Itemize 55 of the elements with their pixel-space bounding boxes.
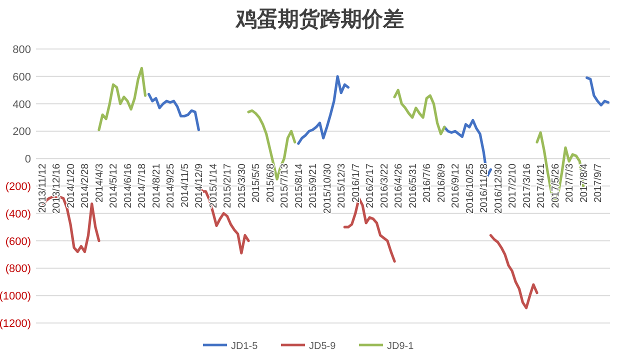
x-tick-label: 2017/7/3 [564,163,576,203]
x-tick-label: 2014/12/9 [194,163,206,208]
x-tick-label: 2014/2/28 [80,163,92,208]
y-tick-label: (600) [5,236,31,248]
x-tick-label: 2013/12/16 [52,163,63,214]
x-tick-label: 2014/11/5 [180,163,191,208]
x-tick-label: 2014/8/21 [151,163,162,208]
x-tick-label: 2015/10/30 [322,163,334,214]
y-tick-label: 400 [12,98,31,111]
x-tick-label: 2016/8/9 [436,163,448,203]
y-tick-label: (1200) [0,318,31,330]
x-tick-label: 2016/9/12 [450,163,462,208]
x-tick-label: 2014/4/3 [94,163,106,203]
chart-title: 鸡蛋期货跨期价差 [235,6,404,31]
x-tick-label: 2016/1/7 [350,163,362,203]
y-tick-label: 0 [24,154,31,166]
x-tick-label: 2016/3/22 [379,163,390,208]
x-tick-label: 2013/11/12 [38,163,48,213]
legend-label: JD1-5 [231,341,258,352]
x-tick-label: 2014/7/18 [137,163,148,208]
y-tick-label: 600 [12,71,31,84]
x-tick-label: 2017/5/26 [550,163,562,208]
legend-label: JD9-1 [387,341,414,352]
x-tick-label: 2016/12/30 [493,163,504,214]
x-tick-label: 2017/3/16 [522,163,533,208]
y-tick-label: (400) [5,208,31,220]
y-tick-label: 200 [12,126,31,138]
x-tick-label: 2014/5/12 [108,163,120,208]
x-tick-label: 2017/9/7 [593,163,604,203]
x-tick-label: 2017/2/10 [508,163,519,208]
x-tick-label: 2015/5/5 [251,163,262,203]
x-tick-label: 2017/4/21 [536,163,548,208]
x-tick-label: 2015/9/21 [308,163,320,208]
x-tick-label: 2016/2/17 [365,163,376,208]
y-tick-label: 800 [12,44,31,56]
x-tick-label: 2015/8/14 [294,163,305,208]
x-tick-label: 2017/8/4 [578,163,590,203]
x-tick-label: 2015/12/3 [336,163,348,208]
legend-label: JD5-9 [309,341,336,352]
x-tick-label: 2015/6/8 [265,163,276,203]
y-tick-label: (1000) [0,290,31,303]
x-tick-label: 2016/11/28 [479,163,490,213]
x-tick-label: 2014/9/25 [166,163,177,208]
y-tick-label: (800) [5,263,31,276]
x-tick-label: 2015/1/14 [208,163,220,208]
x-tick-label: 2015/7/13 [280,163,291,208]
x-tick-label: 2014/1/20 [66,163,77,208]
x-tick-label: 2016/4/26 [394,163,405,208]
x-tick-label: 2016/7/6 [422,163,434,203]
y-tick-label: (200) [5,181,31,193]
x-tick-label: 2015/3/30 [236,163,248,208]
x-tick-label: 2016/5/31 [408,163,419,208]
x-tick-label: 2015/2/17 [222,163,234,208]
x-tick-label: 2016/10/25 [464,163,476,214]
x-tick-label: 2014/6/16 [122,163,134,208]
